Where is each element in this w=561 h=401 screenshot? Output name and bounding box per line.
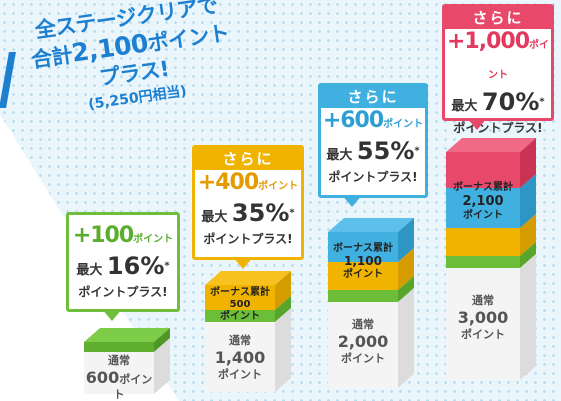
column-4-bonus-unit: ポイント: [463, 210, 503, 221]
callout-4-pointer: [466, 118, 487, 130]
column-4-base-front: [446, 268, 520, 380]
column-1-green-top: [84, 328, 170, 342]
column-4-base-unit: ポイント: [461, 328, 505, 341]
column-3-base-title: 通常: [352, 318, 374, 331]
column-1-base-title: 通常: [108, 354, 130, 367]
column-1-green-side: [154, 328, 170, 352]
column-4-base-value: 3,000: [457, 308, 509, 327]
column-1-base-side: [154, 338, 170, 394]
column-4-base-side: [520, 254, 536, 380]
column-4-base-label: 通常 3,000 ポイント: [446, 294, 520, 342]
column-3-base-unit: ポイント: [341, 352, 385, 365]
column-2-base-unit: ポイント: [218, 368, 262, 381]
column-3-blue-top: [328, 218, 414, 232]
column-3-bonus-label: ボーナス累計 1,100 ポイント: [328, 242, 398, 281]
column-2-bonus-title: ボーナス累計: [210, 287, 270, 298]
column-3-green-front: [328, 290, 398, 302]
callout-4-head: さらに: [445, 7, 551, 29]
column-2-base-value: 1,400: [214, 348, 266, 367]
column-1-green-front: [84, 342, 154, 352]
callout-3-max: 最大 55%*: [326, 137, 420, 165]
callout-3-tail: ポイントプラス!: [328, 170, 418, 184]
column-2-yellow-top: [205, 271, 291, 285]
column-3-base-side: [398, 288, 414, 388]
column-2-base-side: [275, 308, 291, 392]
column-3: [328, 218, 414, 388]
column-2-yellow-side: [275, 271, 291, 310]
callout-3-pointer: [342, 195, 363, 207]
column-4-base-title: 通常: [472, 294, 494, 307]
column-4-pink-side: [520, 138, 536, 188]
callout-2-plus: +400ポイント: [197, 170, 299, 195]
callout-stage-3: さらに +600ポイント 最大 55%* ポイントプラス!: [318, 83, 428, 207]
column-1-base-front: [84, 352, 154, 394]
column-4-green-front: [446, 256, 520, 268]
column-3-yellow-front: [328, 262, 398, 290]
callout-1-tail: ポイントプラス!: [78, 285, 168, 299]
callout-2-max: 最大 35%*: [201, 199, 295, 227]
column-4-pink-front: [446, 152, 520, 188]
column-3-bonus-value: 1,100: [344, 254, 382, 268]
column-3-base-value: 2,000: [337, 332, 389, 351]
column-3-blue-side: [398, 218, 414, 262]
callout-2-tail: ポイントプラス!: [203, 232, 293, 246]
column-4-bonus-title: ボーナス累計: [453, 182, 513, 193]
callout-2-pointer: [232, 257, 253, 269]
callout-3-plus: +600ポイント: [322, 108, 424, 133]
callout-2-head: さらに: [195, 148, 301, 170]
column-1-base-label: 通常 600ポイント: [84, 354, 154, 401]
column-4-green-side: [520, 242, 536, 268]
callout-4-max: 最大 70%*: [451, 88, 545, 116]
column-4-bonus-value: 2,100: [462, 194, 504, 209]
column-2-green-front: [205, 310, 275, 322]
column-2-yellow-front: [205, 285, 275, 310]
callout-stage-1: +100ポイント 最大 16%* ポイントプラス!: [66, 212, 180, 321]
column-2-green-side: [275, 296, 291, 322]
column-3-base-front: [328, 302, 398, 388]
column-4: [446, 138, 536, 380]
callout-4-tail: ポイントプラス!: [453, 121, 543, 135]
column-2-bonus-unit: ポイント: [220, 311, 260, 322]
column-3-base-label: 通常 2,000 ポイント: [328, 318, 398, 366]
column-1-base-value: 600: [85, 368, 120, 387]
column-4-blue-front: [446, 188, 520, 228]
column-1: [84, 328, 170, 394]
callout-4-plus: +1,000ポイント: [446, 29, 550, 81]
column-3-green-side: [398, 276, 414, 302]
callout-stage-2: さらに +400ポイント 最大 35%* ポイントプラス!: [192, 145, 304, 269]
column-4-blue-side: [520, 174, 536, 228]
callout-1-max: 最大 16%*: [76, 252, 170, 280]
column-3-bonus-unit: ポイント: [343, 269, 383, 280]
callout-1-pointer: [102, 309, 123, 321]
column-2-bonus-value: 500: [229, 299, 251, 310]
callout-1-plus: +100ポイント: [72, 223, 174, 248]
column-3-bonus-title: ボーナス累計: [333, 243, 393, 254]
column-4-yellow-front: [446, 228, 520, 256]
column-4-bonus-label: ボーナス累計 2,100 ポイント: [446, 181, 520, 223]
column-3-blue-front: [328, 232, 398, 262]
column-2-base-label: 通常 1,400 ポイント: [205, 334, 275, 382]
callout-stage-4: さらに +1,000ポイント 最大 70%* ポイントプラス!: [442, 4, 554, 135]
column-2-bonus-label: ボーナス累計 500 ポイント: [205, 287, 275, 323]
column-4-pink-top: [446, 138, 536, 152]
column-1-base-unit: ポイント: [113, 373, 153, 401]
callout-3-head: さらに: [321, 86, 425, 108]
column-2-base-title: 通常: [229, 334, 251, 347]
column-2-base-front: [205, 322, 275, 392]
column-2: [205, 271, 291, 392]
